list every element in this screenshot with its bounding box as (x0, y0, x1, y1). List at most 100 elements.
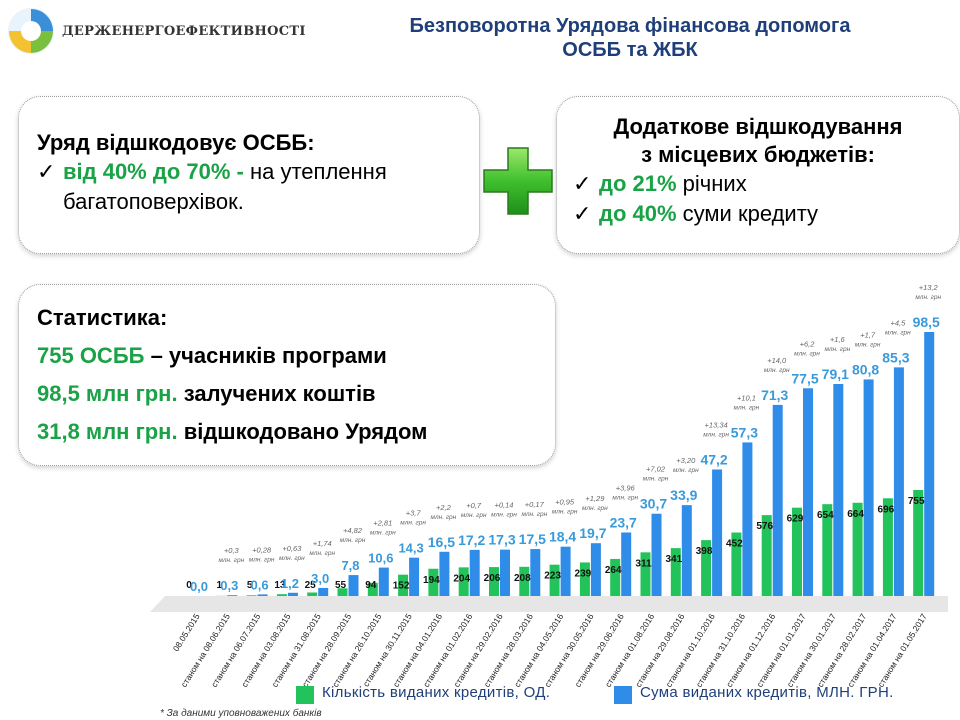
count-bar (246, 595, 257, 596)
logo-icon (8, 8, 54, 54)
category-label: станом на 29.06.2016 (573, 612, 627, 689)
count-bar (367, 582, 378, 596)
category-label: станом на 29.02.2016 (451, 612, 505, 689)
item-text-continued: багатоповерхівок. (63, 189, 244, 214)
sum-label: 17,5 (519, 531, 546, 547)
count-bar (852, 502, 863, 596)
category-label: станом на 04.01.2016 (391, 612, 445, 689)
sum-label: 18,4 (549, 529, 576, 545)
footnote: * За даними уповноважених банків (160, 708, 322, 719)
count-bar (458, 567, 469, 596)
count-bar (822, 504, 833, 596)
count-label: 398 (696, 546, 713, 557)
increment-label: +7,02 (646, 465, 666, 474)
government-compensation-card: Уряд відшкодовує ОСББ: ✓ від 40% до 70% -… (18, 96, 480, 254)
increment-unit: млн. грн (855, 341, 881, 348)
category-label: станом на 01.02.2016 (421, 612, 475, 689)
category-label: станом на 08.06.2015 (179, 612, 233, 689)
sum-label: 80,8 (852, 361, 879, 377)
sum-label: 10,6 (368, 551, 393, 566)
increment-unit: млн. грн (703, 431, 729, 438)
increment-label: +0,3 (224, 546, 240, 555)
sum-bar (863, 379, 874, 596)
count-label: 204 (453, 573, 470, 584)
category-label: станом на 01.05.2017 (876, 612, 930, 689)
item-text: на утеплення (243, 159, 387, 184)
increment-unit: млн. грн (673, 467, 699, 474)
increment-label: +0,95 (555, 498, 575, 507)
sum-label: 33,9 (670, 487, 697, 503)
category-label: станом на 26.10.2015 (330, 612, 384, 689)
card-item: ✓ до 40% суми кредиту (573, 199, 959, 229)
category-label: станом на 30.11.2015 (361, 612, 414, 689)
category-label: станом на 30.05.2016 (542, 612, 596, 689)
increment-label: +1,7 (860, 330, 876, 339)
sum-label: 30,7 (640, 496, 667, 512)
increment-unit: млн. грн (734, 404, 760, 411)
count-bar (276, 594, 287, 596)
legend-label-count: Кількість виданих кредитів, ОД. (322, 684, 551, 701)
sum-label: 0,3 (220, 578, 238, 593)
sum-label: 47,2 (700, 451, 727, 467)
highlight-text: до 40% (599, 201, 677, 226)
increment-unit: млн. грн (370, 530, 396, 537)
page-title: Безповоротна Урядова фінансова допомога … (300, 14, 960, 62)
category-label: станом на 03.08.2015 (239, 612, 293, 689)
increment-unit: млн. грн (824, 346, 850, 353)
increment-unit: млн. грн (612, 494, 638, 501)
card-item: ✓ від 40% до 70% - на утеплення (37, 157, 479, 187)
sum-label: 71,3 (761, 387, 788, 403)
count-bar (337, 588, 348, 596)
category-label: станом на 29.08.2016 (633, 612, 687, 689)
category-label: станом на 01.10.2016 (663, 612, 717, 689)
category-label: станом на 28.03.2016 (482, 612, 536, 689)
statistics-card: Статистика: 755 ОСББ – учасників програм… (18, 284, 556, 466)
increment-label: +0,17 (525, 500, 545, 509)
increment-label: +3,96 (616, 483, 636, 492)
increment-label: +2,81 (373, 519, 392, 528)
sum-label: 98,5 (913, 314, 940, 330)
legend-label-sum: Сума виданих кредитів, МЛН. ГРН. (640, 684, 894, 701)
stat-text: відшкодовано Урядом (177, 419, 428, 444)
increment-label: +6,2 (800, 339, 816, 348)
card-item: ✓ до 21% річних (573, 169, 959, 199)
sum-bar (227, 595, 238, 596)
card-heading-line-2: з місцевих бюджетів: (641, 142, 875, 167)
category-label: станом на 06.07.2015 (209, 612, 263, 689)
count-label: 664 (847, 509, 864, 520)
sum-label: 16,5 (428, 534, 455, 550)
count-bar (731, 532, 742, 596)
count-bar (792, 507, 802, 596)
sum-bar (893, 367, 904, 596)
increment-label: +4,82 (343, 526, 363, 535)
count-label: 755 (908, 496, 925, 507)
increment-unit: млн. грн (643, 476, 669, 483)
sum-bar (590, 543, 601, 596)
sum-bar (681, 505, 692, 596)
check-icon: ✓ (37, 159, 56, 184)
count-bar (489, 567, 499, 596)
highlight-text: 98,5 млн грн. (37, 381, 178, 406)
count-bar (428, 568, 439, 596)
increment-unit: млн. грн (521, 511, 547, 518)
count-label: 696 (878, 504, 895, 515)
sum-bar (803, 388, 813, 596)
count-label: 239 (575, 568, 592, 579)
increment-unit: млн. грн (764, 367, 790, 374)
increment-unit: млн. грн (340, 537, 366, 544)
highlight-text: 755 ОСББ (37, 343, 145, 368)
count-label: 206 (484, 573, 501, 584)
sum-label: 57,3 (731, 424, 758, 440)
count-label: 654 (817, 510, 834, 521)
count-bar (882, 498, 893, 596)
count-bar (610, 558, 621, 596)
increment-unit: млн. грн (915, 294, 941, 301)
increment-label: +1,29 (585, 494, 605, 503)
count-label: 1 (217, 580, 223, 591)
sum-bar (742, 442, 753, 596)
increment-unit: млн. грн (431, 514, 457, 521)
sum-label: 0,0 (190, 579, 208, 594)
increment-label: +14,0 (767, 356, 787, 365)
count-label: 341 (665, 554, 682, 565)
count-label: 194 (423, 575, 440, 586)
